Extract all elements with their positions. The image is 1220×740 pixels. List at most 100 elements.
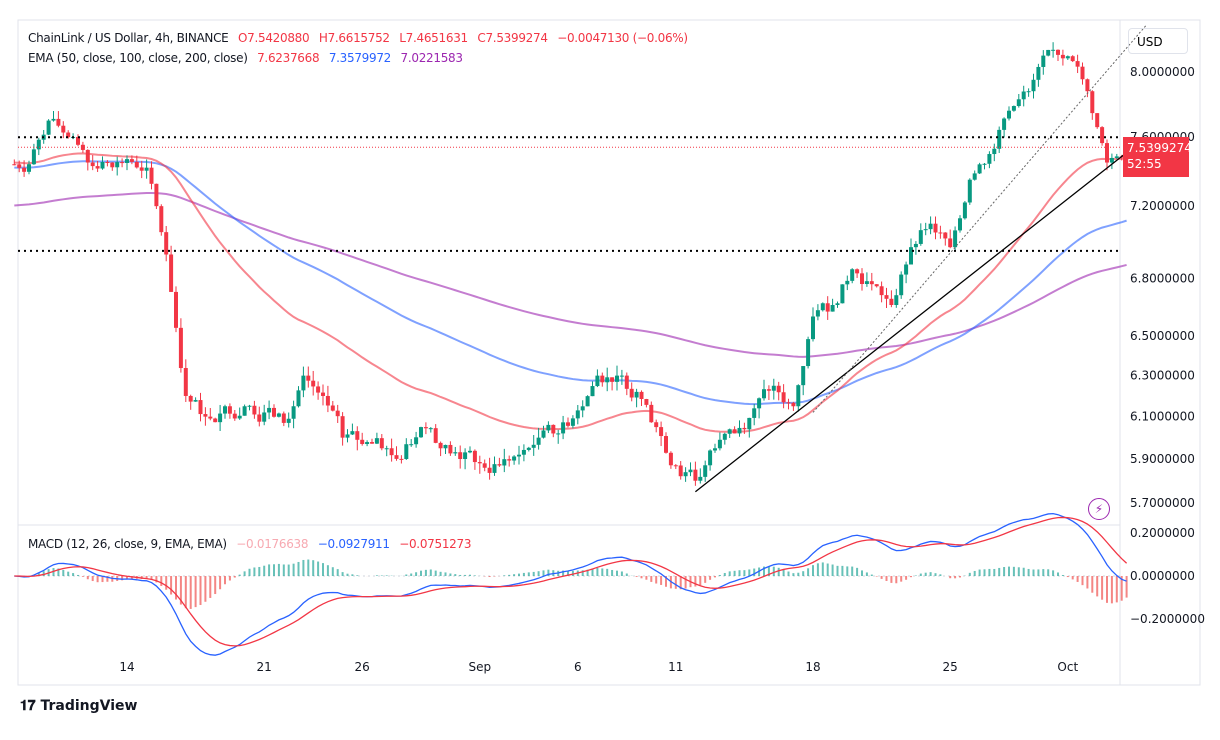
macd-histogram-bar (532, 571, 535, 576)
macd-histogram-bar (606, 568, 609, 576)
candle-body (115, 162, 120, 168)
candle-body (624, 375, 629, 389)
macd-histogram-bar (302, 559, 305, 576)
candle-body (340, 416, 345, 438)
ema100-value: 7.3579972 (328, 51, 392, 65)
candle-body (316, 386, 321, 393)
macd-histogram-bar (199, 576, 202, 605)
macd-histogram-bar (1037, 569, 1040, 576)
macd-histogram-bar (145, 576, 148, 579)
macd-histogram-bar (812, 565, 814, 576)
macd-histogram-bar (473, 575, 476, 576)
macd-histogram-bar (816, 563, 819, 576)
candle-body (933, 223, 938, 233)
candle-body (541, 430, 546, 438)
macd-axis-label: 0.0000000 (1130, 569, 1195, 583)
trendline (694, 136, 1147, 493)
candle-body (605, 377, 610, 383)
macd-histogram-bar (567, 570, 569, 576)
candle-body (1021, 91, 1026, 100)
macd-histogram-bar (620, 571, 623, 576)
candle-body (242, 406, 247, 416)
macd-histogram-bar (184, 576, 187, 609)
macd-histogram-bar (155, 576, 158, 583)
candle-body (286, 418, 291, 423)
macd-histogram-bar (821, 562, 824, 576)
macd-histogram-bar (1120, 576, 1123, 601)
macd-histogram-bar (106, 576, 109, 582)
candle-body (134, 161, 139, 168)
candle-body (433, 428, 438, 443)
time-axis-label: 14 (119, 660, 134, 674)
macd-histogram-bar (248, 568, 251, 576)
macd-histogram-bar (723, 572, 726, 576)
macd-histogram-bar (865, 572, 868, 576)
candle-body (629, 388, 634, 398)
chart-frame (17, 19, 1201, 686)
candle-body (781, 392, 786, 403)
macd-histogram-bar (949, 576, 952, 579)
macd-histogram-bar (449, 573, 452, 576)
macd-histogram-bar (380, 575, 383, 576)
candle-body (992, 148, 997, 155)
macd-histogram-bar (767, 566, 770, 576)
macd-histogram-bar (204, 576, 207, 602)
candle-body (213, 418, 218, 423)
tradingview-logo[interactable]: 𝟏𝟕 TradingView (20, 698, 137, 714)
candle-body (678, 465, 683, 477)
macd-histogram-bar (508, 574, 511, 576)
candle-body (183, 368, 188, 396)
ohlc-low: L7.4651631 (399, 31, 468, 45)
macd-histogram-bar (434, 570, 437, 576)
macd-histogram-bar (175, 576, 177, 600)
macd-histogram-bar (993, 568, 996, 576)
macd-histogram-bar (1081, 576, 1084, 586)
candle-body (938, 232, 943, 234)
candle-body (80, 144, 85, 150)
price-axis-label: 7.2000000 (1130, 199, 1195, 213)
candle-body (551, 424, 556, 434)
macd-signal-line (14, 516, 1128, 647)
candle-body (438, 442, 443, 449)
candle-body (267, 407, 272, 413)
candle-body (56, 118, 61, 126)
macd-histogram-bar (1125, 576, 1128, 598)
candle-body (1016, 99, 1021, 107)
macd-histogram-bar (351, 574, 354, 576)
candle-body (943, 232, 948, 239)
macd-histogram-bar (954, 576, 957, 579)
macd-histogram-bar (699, 576, 702, 586)
lightning-icon[interactable]: ⚡ (1088, 498, 1110, 520)
macd-histogram-bar (160, 576, 163, 587)
macd-histogram-bar (645, 576, 648, 580)
macd-histogram-bar (464, 574, 467, 576)
macd-histogram-bar (1066, 576, 1069, 578)
currency-button[interactable]: USD (1128, 28, 1188, 54)
macd-histogram-bar (625, 573, 628, 576)
macd-histogram-bar (37, 572, 40, 576)
candle-body (419, 427, 423, 438)
macd-histogram-bar (1022, 567, 1025, 576)
macd-histogram-bar (718, 575, 721, 576)
macd-histogram-bar (209, 576, 212, 598)
macd-histogram-bar (1003, 567, 1006, 576)
macd-histogram-bar (277, 563, 280, 576)
macd-histogram-bar (924, 572, 927, 576)
macd-histogram-bar (1115, 576, 1118, 603)
candle-body (1002, 118, 1007, 130)
candle-body (762, 389, 766, 399)
candle-body (458, 452, 463, 460)
candle-body (1046, 49, 1051, 56)
macd-histogram-bar (679, 576, 682, 590)
ema50-line (14, 152, 1127, 433)
macd-histogram-bar (233, 576, 236, 578)
candle-body (1100, 127, 1105, 144)
macd-histogram-bar (224, 576, 226, 585)
macd-histogram-bar (444, 572, 447, 576)
candle-body (556, 433, 561, 435)
macd-histogram-bar (826, 563, 829, 576)
macd-histogram-bar (596, 567, 599, 576)
macd-histogram-bar (777, 567, 780, 576)
macd-histogram-bar (439, 571, 442, 576)
